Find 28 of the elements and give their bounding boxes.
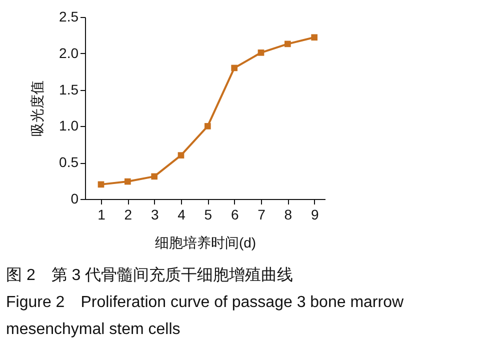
point	[124, 178, 131, 185]
x-tick-label: 4	[178, 206, 186, 222]
y-tick-label: 0	[70, 190, 79, 206]
caption: 图 2 第 3 代骨髓间充质干细胞增殖曲线	[6, 266, 294, 286]
y-axis-title: 吸光度值	[29, 80, 46, 136]
y-tick-label: 2.5	[59, 8, 79, 24]
point	[178, 152, 184, 158]
x-tick-label: 5	[204, 206, 212, 222]
x-tick-label: 8	[284, 206, 292, 222]
x-tick-label: 7	[258, 206, 266, 222]
point	[151, 173, 158, 180]
point	[98, 181, 104, 188]
y-tick-label: 1.0	[59, 118, 79, 134]
caption: Figure 2 Proliferation curve of passage 3 bone marrow mesenchymal stem cells	[6, 293, 405, 340]
point	[204, 123, 211, 130]
x-axis-title: 细胞培养时间(d)	[154, 234, 256, 250]
y-tick-label: 1.5	[59, 81, 79, 98]
point	[284, 40, 291, 48]
x-tick-label: 2	[124, 206, 132, 222]
point	[231, 64, 238, 72]
point	[258, 50, 264, 56]
x-tick-label: 1	[98, 206, 106, 222]
x-tick-label: 3	[150, 206, 159, 222]
x-tick-label: 9	[310, 206, 319, 222]
point	[311, 34, 318, 41]
y-tick-label: 0.5	[59, 154, 79, 170]
x-tick-label: 6	[230, 206, 239, 222]
y-tick-label: 2.0	[59, 44, 79, 61]
